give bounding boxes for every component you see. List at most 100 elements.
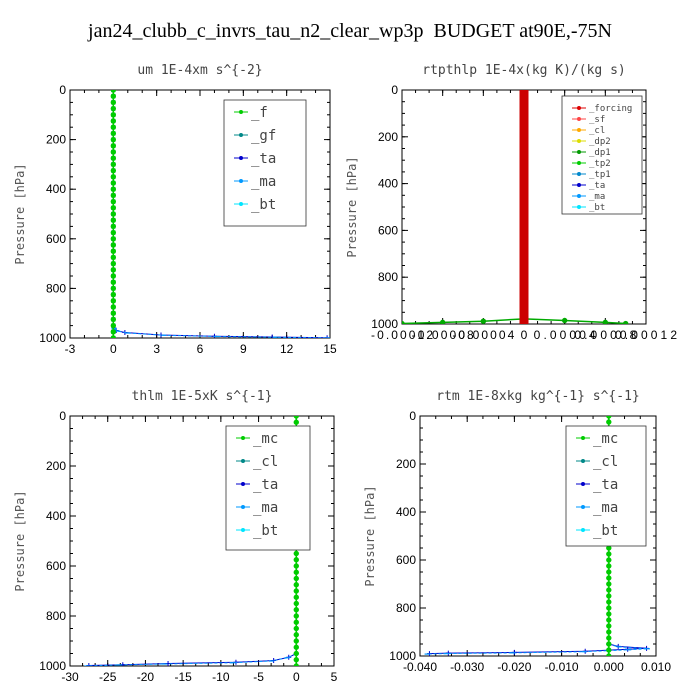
x-tick-label: 0 bbox=[521, 328, 528, 342]
y-tick-label: 1000 bbox=[389, 649, 416, 663]
data-point bbox=[110, 322, 117, 329]
x-tick-label: -15 bbox=[174, 670, 192, 684]
data-point bbox=[521, 233, 527, 239]
data-point bbox=[110, 155, 117, 161]
legend-entry: _ta bbox=[589, 181, 605, 191]
series-group bbox=[110, 90, 330, 338]
legend-entry: _ma bbox=[589, 192, 605, 202]
series-f bbox=[110, 90, 117, 338]
data-point bbox=[110, 273, 117, 279]
data-point bbox=[110, 205, 117, 211]
legend-box bbox=[565, 425, 647, 547]
x-tick-label: -0.00012 bbox=[371, 328, 433, 342]
data-point bbox=[521, 192, 527, 199]
legend-swatch-marker bbox=[239, 156, 243, 160]
data-point bbox=[521, 128, 527, 134]
data-point bbox=[110, 304, 117, 310]
data-point bbox=[110, 174, 117, 180]
legend-swatch-marker bbox=[577, 183, 581, 187]
data-point bbox=[110, 149, 117, 155]
legend-entry: _ta bbox=[593, 477, 618, 493]
x-tick-label: -0.010 bbox=[545, 660, 579, 674]
data-point bbox=[521, 251, 527, 257]
data-point bbox=[110, 180, 117, 186]
data-point bbox=[110, 186, 117, 192]
data-point bbox=[521, 286, 527, 292]
data-point bbox=[606, 587, 612, 593]
x-tick-label: -0.00004 bbox=[452, 328, 514, 342]
x-tick-label: -0.00008 bbox=[412, 328, 474, 342]
data-point bbox=[110, 291, 117, 298]
data-point bbox=[110, 285, 117, 292]
data-point bbox=[110, 279, 117, 285]
data-point bbox=[521, 262, 527, 269]
data-point bbox=[110, 90, 117, 93]
data-point bbox=[110, 335, 117, 338]
series-forcing bbox=[519, 90, 529, 324]
x-tick-label: 15 bbox=[323, 342, 337, 356]
legend-swatch-marker bbox=[577, 194, 581, 198]
data-point bbox=[293, 416, 299, 419]
x-tick-label: 0.010 bbox=[641, 660, 671, 674]
data-point bbox=[606, 557, 612, 563]
legend-entry: _cl bbox=[593, 454, 618, 470]
legend-entry: _ma bbox=[251, 174, 276, 190]
data-point bbox=[521, 151, 527, 158]
y-tick-label: 1000 bbox=[39, 331, 66, 345]
legend: _mc _cl _ta _ma _bt bbox=[225, 425, 311, 551]
data-point bbox=[521, 122, 527, 128]
x-tick-label: 3 bbox=[153, 342, 160, 356]
data-point bbox=[110, 236, 117, 242]
x-tick-label: 5 bbox=[331, 670, 338, 684]
data-point bbox=[110, 136, 117, 143]
data-point bbox=[521, 256, 527, 263]
y-tick-label: 600 bbox=[46, 232, 66, 246]
data-point bbox=[521, 292, 527, 298]
legend-swatch-marker bbox=[577, 117, 581, 121]
legend-swatch-marker bbox=[577, 172, 581, 176]
x-tick-label: -25 bbox=[99, 670, 117, 684]
data-point bbox=[293, 638, 299, 644]
legend-swatch-marker bbox=[577, 139, 581, 143]
legend-entry: _dp2 bbox=[589, 137, 611, 147]
legend-entry: _cl bbox=[589, 126, 605, 136]
data-point bbox=[521, 145, 527, 152]
data-point bbox=[606, 647, 612, 653]
data-point bbox=[521, 116, 527, 122]
data-point bbox=[521, 175, 527, 181]
legend-entry: _tp1 bbox=[589, 170, 611, 180]
legend: _mc _cl _ta _ma _bt bbox=[565, 425, 647, 547]
data-point bbox=[521, 99, 527, 105]
legend-entry: _bt bbox=[253, 523, 278, 539]
legend-swatch-marker bbox=[241, 459, 245, 463]
legend-swatch-marker bbox=[239, 202, 243, 206]
chart-panel-3: thlm 1E-5xK s^{-1} Pressure [hPa] 0 200 400 6… bbox=[13, 389, 338, 684]
legend-swatch-marker bbox=[239, 133, 243, 137]
y-axis-label: Pressure [hPa] bbox=[13, 490, 27, 591]
x-tick-label: 0.000 bbox=[594, 660, 624, 674]
y-tick-label: 0 bbox=[59, 409, 66, 423]
legend-swatch-marker bbox=[239, 110, 243, 114]
data-point bbox=[606, 581, 612, 587]
data-point bbox=[521, 198, 527, 204]
data-point bbox=[110, 93, 117, 99]
panel-title: thlm 1E-5xK s^{-1} bbox=[132, 389, 273, 404]
legend-box bbox=[223, 99, 307, 227]
data-point bbox=[606, 545, 612, 551]
data-point bbox=[110, 124, 117, 130]
data-point bbox=[521, 309, 527, 315]
y-tick-label: 800 bbox=[396, 601, 416, 615]
data-point bbox=[606, 653, 612, 656]
series-ma bbox=[84, 653, 299, 666]
data-point bbox=[293, 582, 299, 588]
x-tick-label: -10 bbox=[212, 670, 230, 684]
data-point bbox=[110, 130, 117, 137]
data-point bbox=[521, 227, 527, 234]
data-point bbox=[110, 223, 117, 230]
series-group bbox=[402, 90, 629, 324]
data-point bbox=[110, 143, 117, 149]
data-point bbox=[521, 321, 527, 324]
data-point bbox=[110, 118, 117, 124]
legend: _f _gf _ta _ma _bt bbox=[223, 99, 307, 227]
data-point bbox=[521, 280, 527, 286]
